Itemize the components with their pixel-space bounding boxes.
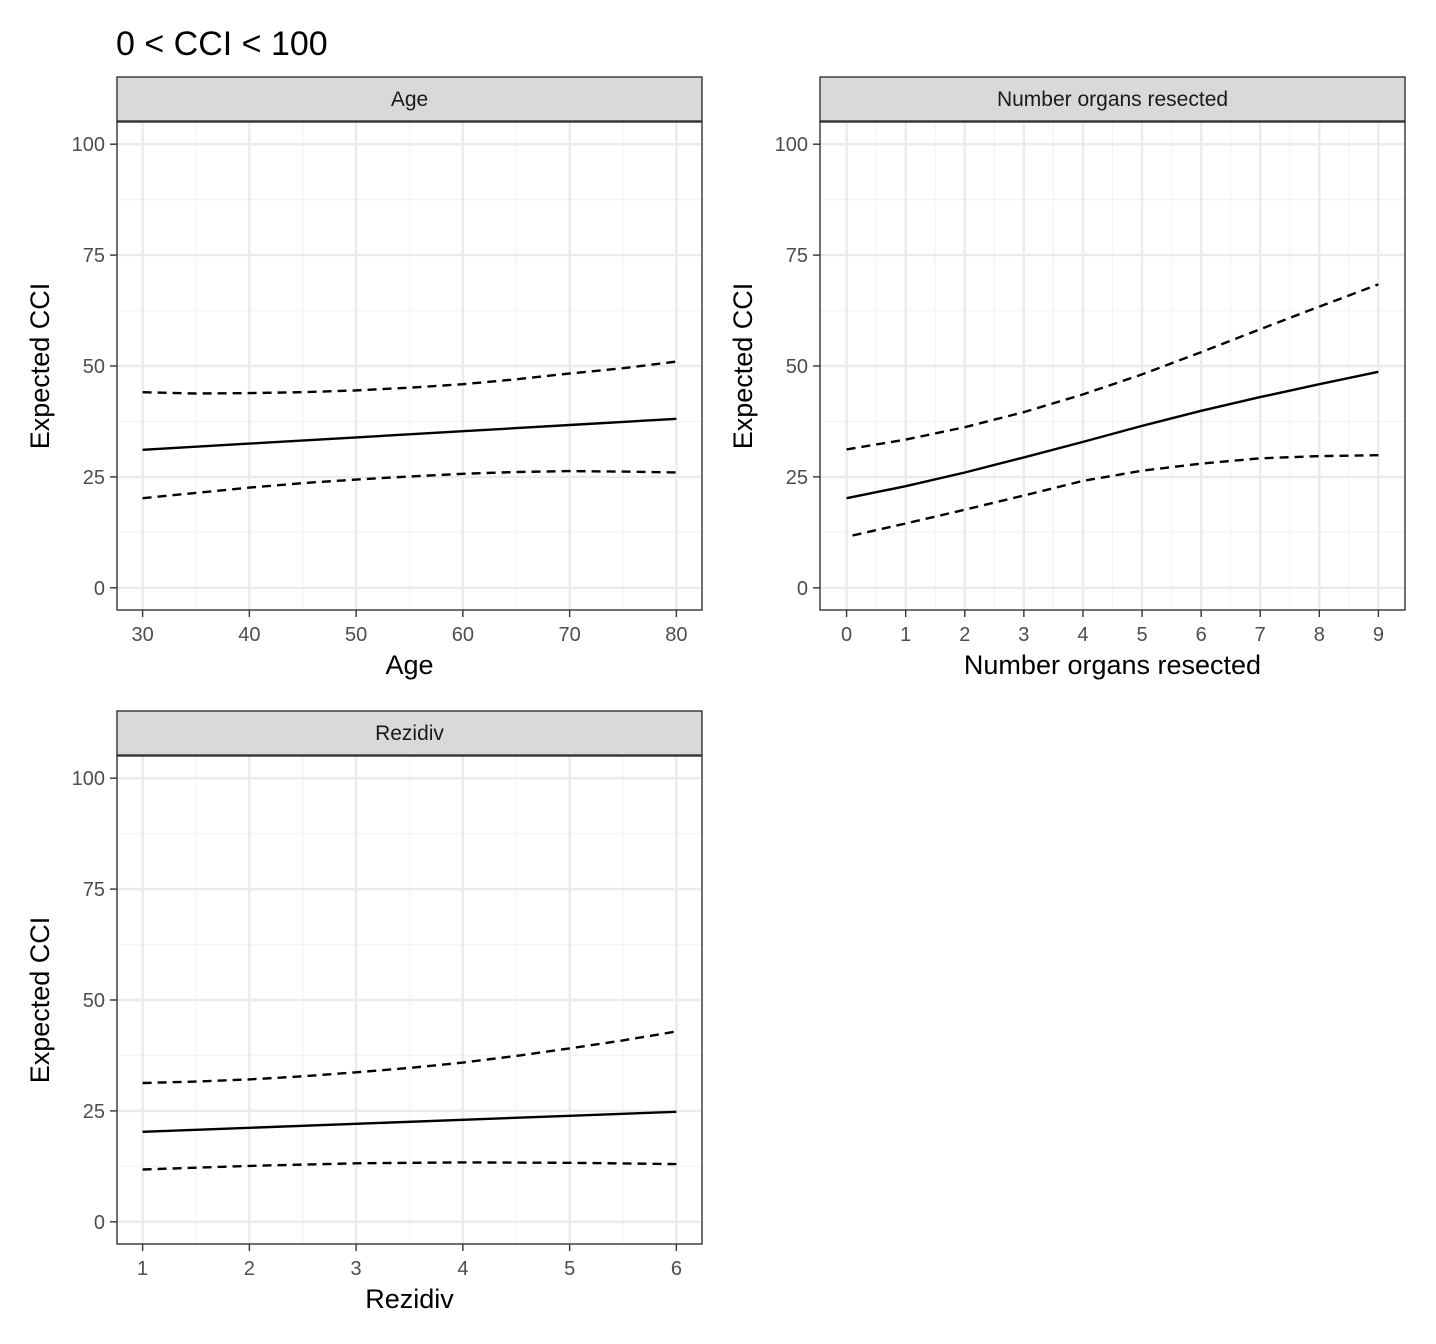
series-estimate-line	[142, 417, 677, 451]
y-tick-label: 0	[797, 578, 808, 600]
y-tick-label: 75	[83, 245, 105, 267]
x-tick-label: 0	[841, 624, 852, 646]
x-axis-title: Rezidiv	[365, 1284, 454, 1314]
y-tick-label: 75	[786, 245, 808, 267]
x-tick-label: 5	[1136, 624, 1147, 646]
x-axis-title: Number organs resected	[964, 650, 1261, 680]
x-tick-label: 30	[131, 624, 153, 646]
facet-strip-label: Rezidiv	[375, 722, 444, 745]
y-tick-label: 50	[83, 990, 105, 1012]
x-tick-label: 50	[345, 624, 367, 646]
y-tick-label: 25	[786, 467, 808, 489]
y-axis-title: Expected CCI	[25, 917, 55, 1084]
y-axis-title: Expected CCI	[25, 283, 55, 450]
x-tick-label: 3	[351, 1258, 362, 1280]
x-tick-label: 60	[452, 624, 474, 646]
x-tick-label: 9	[1373, 624, 1384, 646]
y-tick-label: 50	[83, 356, 105, 378]
x-tick-label: 6	[671, 1258, 682, 1280]
x-tick-label: 40	[238, 624, 260, 646]
x-axis-title: Age	[385, 650, 433, 680]
x-tick-label: 4	[1077, 624, 1088, 646]
x-tick-label: 1	[900, 624, 911, 646]
series-estimate-line	[846, 370, 1379, 500]
y-tick-label: 100	[775, 134, 808, 156]
facet-strip-label: Number organs resected	[997, 88, 1228, 111]
y-tick-label: 50	[786, 356, 808, 378]
facet-strip-label: Age	[391, 88, 428, 111]
x-tick-label: 7	[1255, 624, 1266, 646]
y-tick-label: 75	[83, 879, 105, 901]
x-tick-label: 2	[244, 1258, 255, 1280]
panel-3: Rezidiv 0 25 50 75 100 1 2 3 4 5 6 Rezidiv Expected C…	[25, 710, 703, 1314]
chart-title: 0 < CCI < 100	[116, 25, 328, 63]
panel-2: Number organs resected 0 25 50 75 100 0 1 2 3 4 5 6 7…	[728, 76, 1406, 680]
y-tick-label: 0	[94, 1212, 105, 1234]
panel-1: Age 0 25 50 75 100 30 40 50 60 70 80 Age Expected CCI	[25, 76, 703, 680]
y-tick-label: 25	[83, 467, 105, 489]
x-tick-label: 8	[1314, 624, 1325, 646]
x-tick-label: 1	[137, 1258, 148, 1280]
x-tick-label: 70	[559, 624, 581, 646]
x-tick-label: 80	[665, 624, 687, 646]
y-tick-label: 25	[83, 1101, 105, 1123]
series-upper-line	[846, 283, 1379, 451]
y-tick-label: 100	[72, 134, 105, 156]
x-tick-label: 6	[1196, 624, 1207, 646]
facet-strip	[116, 76, 703, 122]
y-axis-title: Expected CCI	[728, 283, 758, 450]
x-tick-label: 2	[959, 624, 970, 646]
facet-strip	[819, 76, 1406, 122]
grid	[820, 122, 1405, 610]
series-estimate-line	[142, 1110, 677, 1133]
x-tick-label: 3	[1018, 624, 1029, 646]
y-tick-label: 100	[72, 768, 105, 790]
x-tick-label: 5	[564, 1258, 575, 1280]
grid	[117, 122, 702, 610]
x-tick-label: 4	[457, 1258, 468, 1280]
facet-strip	[116, 710, 703, 756]
y-tick-label: 0	[94, 578, 105, 600]
